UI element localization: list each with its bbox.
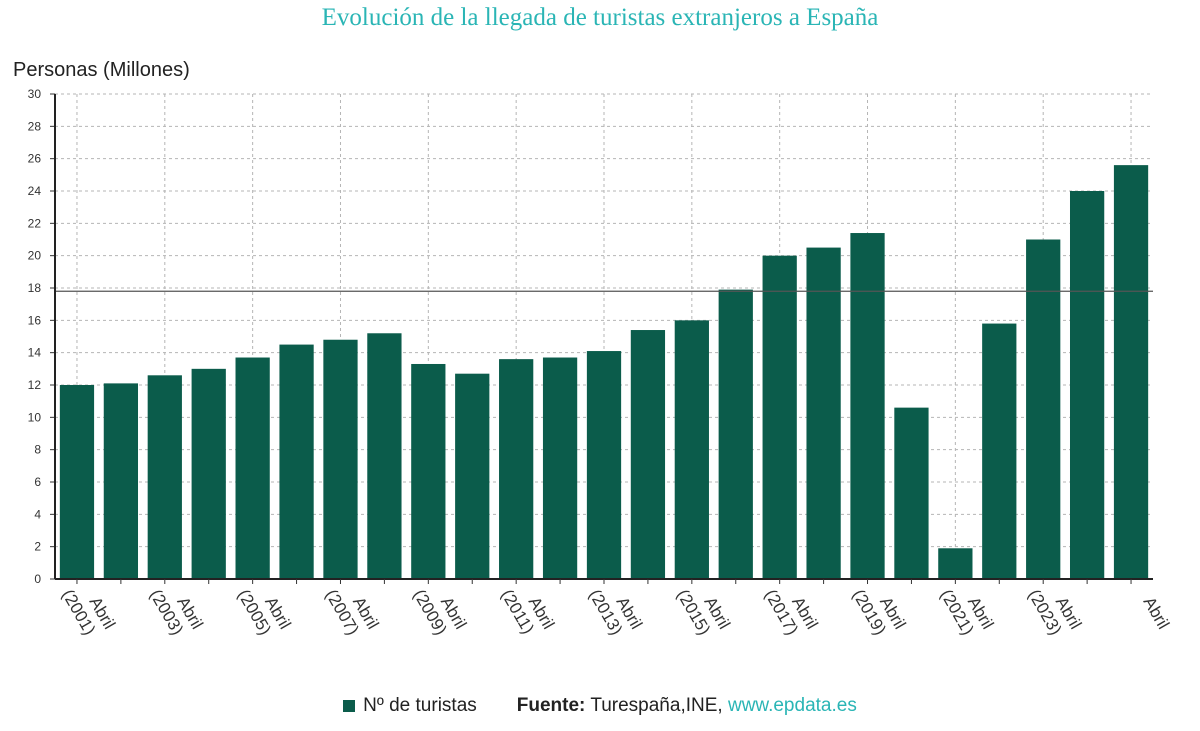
bar <box>235 357 270 579</box>
bar <box>103 383 139 579</box>
y-tick-label: 26 <box>28 152 42 166</box>
source-link[interactable]: www.epdata.es <box>727 695 857 716</box>
y-tick-label: 12 <box>28 378 42 392</box>
bars <box>59 165 1149 580</box>
legend-swatch <box>343 700 356 712</box>
y-tick-label: 10 <box>28 410 42 424</box>
y-tick-label: 4 <box>34 507 41 521</box>
y-tick-label: 14 <box>28 346 42 360</box>
bar <box>191 368 226 579</box>
bar <box>982 323 1017 579</box>
y-tick-label: 18 <box>28 281 42 295</box>
x-tick-label: Abril(2007) <box>322 586 383 638</box>
y-tick-label: 16 <box>28 313 42 327</box>
bar <box>1069 191 1105 579</box>
x-tick-label: Abril(2005) <box>234 586 295 638</box>
source-label: Fuente: <box>516 695 586 716</box>
bar <box>850 233 885 580</box>
x-tick-label: Abril(2003) <box>146 586 207 638</box>
bar <box>806 247 841 580</box>
bar <box>938 548 973 579</box>
x-tick-label: Abril(2023) <box>1024 586 1085 638</box>
y-tick-label: 20 <box>28 249 42 263</box>
bar <box>279 344 314 579</box>
bar <box>1026 239 1061 579</box>
x-tick-label: Abril(2011) <box>497 586 558 637</box>
chart-title: Evolución de la llegada de turistas extr… <box>321 4 879 31</box>
bar <box>455 373 490 579</box>
y-tick-label: 30 <box>28 87 42 101</box>
bar <box>499 359 534 579</box>
y-axis-label: Personas (Millones) <box>13 59 190 81</box>
bar <box>718 289 753 579</box>
bar <box>762 255 797 579</box>
x-tick-label-line1: Abril <box>1140 594 1173 633</box>
bar <box>411 363 446 579</box>
x-tick-label: Abril(2019) <box>849 586 910 638</box>
x-tick-label: Abril(2017) <box>761 586 822 638</box>
bar <box>147 375 182 579</box>
y-tick-label: 22 <box>28 216 42 230</box>
bar <box>894 407 929 579</box>
x-tick-label: Abril(2009) <box>410 586 471 638</box>
bar <box>542 357 578 579</box>
source-text: Turespaña,INE, <box>590 695 723 716</box>
y-tick-label: 8 <box>34 443 41 457</box>
legend-series-label: Nº de turistas <box>363 695 477 716</box>
bar <box>674 320 709 579</box>
bar <box>630 330 666 579</box>
x-tick-label: Abril(2013) <box>585 586 646 638</box>
bar <box>586 351 622 579</box>
axes <box>50 93 1153 584</box>
bar <box>59 385 95 579</box>
x-tick-label: Abril(2015) <box>673 586 734 638</box>
legend: Nº de turistas Fuente: Turespaña,INE, www… <box>0 695 1200 717</box>
x-tick-label: Abril(2001) <box>58 586 119 638</box>
y-tick-label: 0 <box>34 572 41 586</box>
x-tick-label: Abril(2021) <box>937 586 998 638</box>
bar <box>367 333 402 579</box>
bar <box>1113 165 1149 579</box>
x-tick-label: Abril <box>1140 594 1173 633</box>
y-tick-label: 24 <box>28 184 42 198</box>
y-tick-label: 28 <box>28 119 42 133</box>
bar <box>323 339 358 579</box>
y-tick-label: 2 <box>34 540 41 554</box>
y-tick-label: 6 <box>34 475 41 489</box>
